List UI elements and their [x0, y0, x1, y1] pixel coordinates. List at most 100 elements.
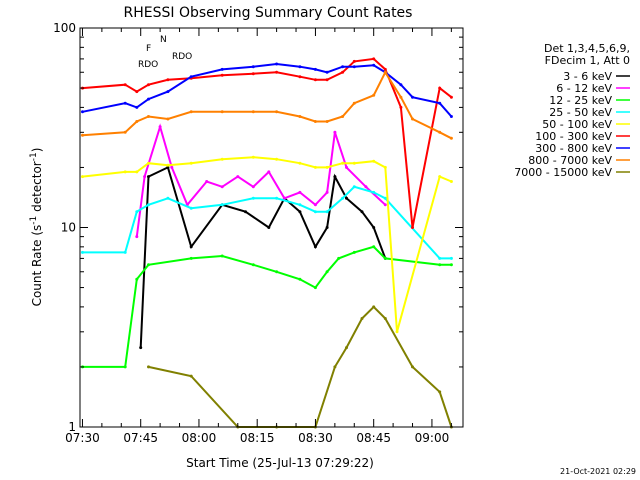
series-point [325, 165, 329, 169]
legend-label: 300 - 800 keV [535, 142, 612, 155]
series-point [411, 117, 414, 121]
y-axis-label-main: Count Rate (s [30, 225, 44, 307]
y-tick-label: 10 [61, 221, 76, 235]
series-point [360, 210, 364, 214]
series-point [372, 159, 376, 163]
series-point [275, 196, 279, 200]
legend-header: Det 1,3,4,5,6,9, [544, 42, 630, 55]
series-point [166, 196, 170, 200]
series-point [189, 161, 193, 165]
series-point [449, 263, 453, 267]
series-point [399, 95, 403, 99]
flag-label: N [160, 35, 167, 45]
series-point [267, 226, 271, 229]
series-point [383, 317, 387, 320]
series-point [313, 120, 317, 123]
series-point [341, 196, 345, 200]
series-point [345, 346, 348, 350]
legend-label: 3 - 6 keV [563, 70, 612, 83]
series-point [313, 165, 317, 169]
x-tick-label: 08:45 [356, 431, 391, 445]
series-point [372, 226, 376, 229]
series-point [298, 65, 302, 69]
series-point [449, 180, 453, 183]
y-tick-label: 1 [68, 420, 76, 434]
series-point [244, 210, 247, 214]
legend-label: 12 - 25 keV [549, 94, 612, 107]
x-tick-label: 08:15 [240, 431, 275, 445]
series-point [333, 175, 337, 179]
series-point [189, 110, 193, 114]
series-point [275, 270, 279, 274]
series-point [352, 65, 356, 69]
legend-header: FDecim 1, Att 0 [545, 54, 630, 67]
series-point [81, 110, 84, 114]
y-axis-label-sup1: -1 [29, 216, 39, 225]
series-point [123, 101, 127, 105]
x-axis-label: Start Time (25-Jul-13 07:29:22) [186, 456, 374, 470]
series-line [148, 305, 453, 428]
series-point [438, 130, 442, 134]
y-tick-label: 100 [53, 21, 76, 35]
series-point [298, 210, 302, 214]
series-point [220, 157, 224, 161]
series-line [82, 185, 452, 260]
series-point [298, 75, 302, 79]
series-point [449, 95, 453, 99]
series-point [325, 78, 329, 82]
legend-label: 7000 - 15000 keV [514, 166, 612, 179]
series-point [275, 70, 279, 74]
series-point [147, 83, 150, 87]
series-point [81, 175, 84, 179]
series-point [352, 101, 356, 105]
series-point [251, 110, 255, 114]
series-point [81, 133, 84, 137]
series-point [399, 105, 403, 109]
series-line [82, 70, 452, 140]
series-point [166, 117, 170, 121]
series-point [325, 190, 329, 194]
series-point [166, 165, 170, 169]
series-point [170, 165, 174, 169]
series-point [333, 365, 337, 369]
x-tick-label: 08:00 [182, 431, 217, 445]
timestamp: 21-Oct-2021 02:29 [560, 467, 636, 476]
series-point [298, 190, 302, 194]
series-point [166, 78, 170, 82]
series-point [438, 390, 442, 394]
series-point [298, 277, 302, 281]
legend-label: 800 - 7000 keV [528, 154, 612, 167]
series-point [298, 115, 302, 118]
series-point [135, 210, 139, 214]
series-point [313, 67, 317, 71]
series-point [298, 203, 302, 207]
x-tick-label: 08:30 [298, 431, 333, 445]
series-point [251, 196, 255, 200]
series-point [352, 250, 356, 254]
series-point [123, 250, 127, 254]
x-tick-label: 07:45 [123, 431, 158, 445]
series-point [251, 263, 255, 267]
series-point [313, 286, 317, 290]
series-point [313, 210, 317, 214]
series-point [123, 170, 127, 174]
series-point [383, 165, 387, 169]
series-point [251, 155, 255, 159]
series-point [383, 196, 387, 200]
x-tick-label: 09:00 [415, 431, 450, 445]
series-point [411, 226, 414, 229]
series-point [438, 263, 442, 267]
series-point [135, 235, 139, 239]
series-point [275, 157, 279, 161]
legend-label: 50 - 100 keV [542, 118, 612, 131]
series-point [166, 90, 170, 94]
series-point [372, 190, 376, 194]
series-point [267, 170, 271, 174]
series-line [82, 57, 453, 228]
series-point [147, 161, 150, 165]
series-point [372, 57, 376, 61]
series-point [383, 70, 387, 74]
series-point [220, 73, 224, 77]
series-point [313, 245, 317, 249]
